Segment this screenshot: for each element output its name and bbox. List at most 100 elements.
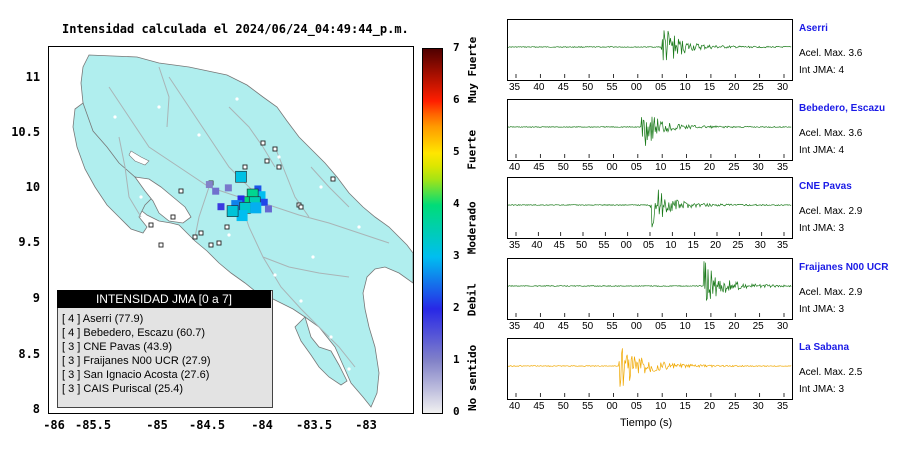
colorbar-word: No sentido xyxy=(465,344,479,411)
y-tick-label: 9 xyxy=(32,291,41,305)
time-tick-label: 55 xyxy=(606,321,618,332)
time-tick-label: 15 xyxy=(703,321,716,332)
time-tick-label: 50 xyxy=(582,82,594,93)
x-tick-label: -84 xyxy=(251,418,273,432)
time-tick-label: 10 xyxy=(679,82,691,93)
time-tick-label: 05 xyxy=(630,401,642,412)
x-tick-label: -85 xyxy=(146,418,168,432)
x-tick-label: -83.5 xyxy=(296,418,333,432)
station-name: CNE Pavas xyxy=(799,181,852,192)
station-accel: Acel. Max. 2.9 xyxy=(799,206,863,217)
station-dots xyxy=(113,97,361,371)
time-tick-label: 10 xyxy=(655,162,667,173)
waveform-line xyxy=(508,116,792,146)
legend-entry: [ 3 ] CAIS Puriscal (25.4) xyxy=(62,383,184,395)
time-tick-label: 00 xyxy=(630,82,642,93)
intensity-cell xyxy=(235,170,247,183)
station-intensity: Int JMA: 4 xyxy=(799,65,845,76)
time-tick-label: 15 xyxy=(687,240,699,251)
colorbar-tick: 5 xyxy=(453,145,460,158)
time-tick-label: 45 xyxy=(557,321,569,332)
colorbar-tick: 7 xyxy=(453,41,460,54)
time-tick-label: 30 xyxy=(777,82,789,93)
time-tick-label: 25 xyxy=(752,321,764,332)
time-tick-label: 35 xyxy=(777,240,789,251)
waveform-line xyxy=(508,30,792,61)
waveform-line xyxy=(508,189,792,228)
time-tick-label: 45 xyxy=(533,401,545,412)
intensity-cells xyxy=(205,170,272,222)
intensity-legend xyxy=(57,290,273,408)
map-canvas xyxy=(72,54,413,408)
time-tick-label: 20 xyxy=(703,162,716,173)
waveform-panel xyxy=(507,258,793,320)
time-tick-label: 55 xyxy=(598,240,610,251)
legend-entry: [ 3 ] Fraijanes N00 UCR (27.9) xyxy=(62,355,211,367)
intensity-cell xyxy=(224,184,232,192)
waveform-panel xyxy=(507,19,793,81)
intensity-cell xyxy=(212,187,220,195)
time-tick-label: 00 xyxy=(630,321,642,332)
time-tick-label: 10 xyxy=(665,240,677,251)
time-tick-label: 45 xyxy=(553,240,565,251)
time-tick-label: 40 xyxy=(533,82,545,93)
waveform-panel xyxy=(507,177,793,239)
time-tick-label: 50 xyxy=(557,162,569,173)
colorbar-tick: 2 xyxy=(453,301,460,314)
x-tick-label: -85.5 xyxy=(75,418,112,432)
x-tick-label: -86 xyxy=(43,418,65,432)
time-tick-label: 15 xyxy=(703,82,716,93)
time-tick-label: 45 xyxy=(557,82,569,93)
time-tick-label: 55 xyxy=(606,82,618,93)
time-tick-label: 40 xyxy=(509,401,521,412)
time-tick-label: 00 xyxy=(620,240,632,251)
colorbar-word: Debil xyxy=(465,283,479,317)
waveform-trace xyxy=(508,348,792,397)
time-tick-label: 50 xyxy=(557,401,569,412)
gulf-of-nicoya xyxy=(134,176,192,224)
time-tick-label: 35 xyxy=(509,82,521,93)
time-tick-label: 20 xyxy=(728,82,740,93)
time-tick-label: 10 xyxy=(655,401,667,412)
time-tick-label: 25 xyxy=(728,162,740,173)
time-tick-label: 35 xyxy=(777,401,789,412)
colorbar-word: Muy Fuerte xyxy=(465,36,479,103)
map-title: Intensidad calculada el 2024/06/24_04:49… xyxy=(62,22,409,36)
intensity-cell xyxy=(226,205,239,217)
legend-entry: [ 4 ] Aserri (77.9) xyxy=(62,313,144,325)
intensity-cell xyxy=(250,202,262,214)
y-tick-label: 9.5 xyxy=(18,235,41,249)
time-tick-label: 30 xyxy=(754,240,766,251)
station-intensity: Int JMA: 3 xyxy=(799,223,845,234)
waveform-line xyxy=(508,261,792,302)
colorbar-word: Fuerte xyxy=(465,129,479,170)
station-intensity: Int JMA: 4 xyxy=(799,145,845,156)
osa-peninsula xyxy=(294,316,348,386)
y-tick-label: 11 xyxy=(25,70,41,84)
station-name: Fraijanes N00 UCR xyxy=(799,262,889,273)
station-intensity: Int JMA: 3 xyxy=(799,304,845,315)
waveform-panel xyxy=(507,99,793,161)
x-tick-label: -83 xyxy=(355,418,377,432)
legend-entry: [ 4 ] Bebedero, Escazu (60.7) xyxy=(62,327,206,339)
station-intensity: Int JMA: 3 xyxy=(799,384,845,395)
colorbar-tick: 3 xyxy=(453,249,460,262)
legend-entry: [ 3 ] San Ignacio Acosta (27.6) xyxy=(62,369,210,381)
y-tick-label: 8.5 xyxy=(18,347,41,361)
time-axis-label: Tiempo (s) xyxy=(620,417,673,429)
time-tick-label: 25 xyxy=(752,82,764,93)
station-accel: Acel. Max. 2.5 xyxy=(799,367,863,378)
colorbar-word: Moderado xyxy=(465,201,479,255)
time-tick-label: 25 xyxy=(728,401,740,412)
time-tick-label: 05 xyxy=(655,82,667,93)
time-tick-label: 45 xyxy=(533,162,545,173)
legend-title: INTENSIDAD JMA [0 a 7] xyxy=(57,290,271,308)
time-tick-label: 40 xyxy=(533,321,545,332)
time-tick-label: 15 xyxy=(679,162,691,173)
time-tick-label: 05 xyxy=(643,240,655,251)
time-tick-label: 00 xyxy=(606,162,618,173)
intensity-cell xyxy=(217,203,225,211)
station-accel: Acel. Max. 3.6 xyxy=(799,48,863,59)
x-tick-label: -84.5 xyxy=(189,418,226,432)
time-tick-label: 35 xyxy=(777,162,789,173)
